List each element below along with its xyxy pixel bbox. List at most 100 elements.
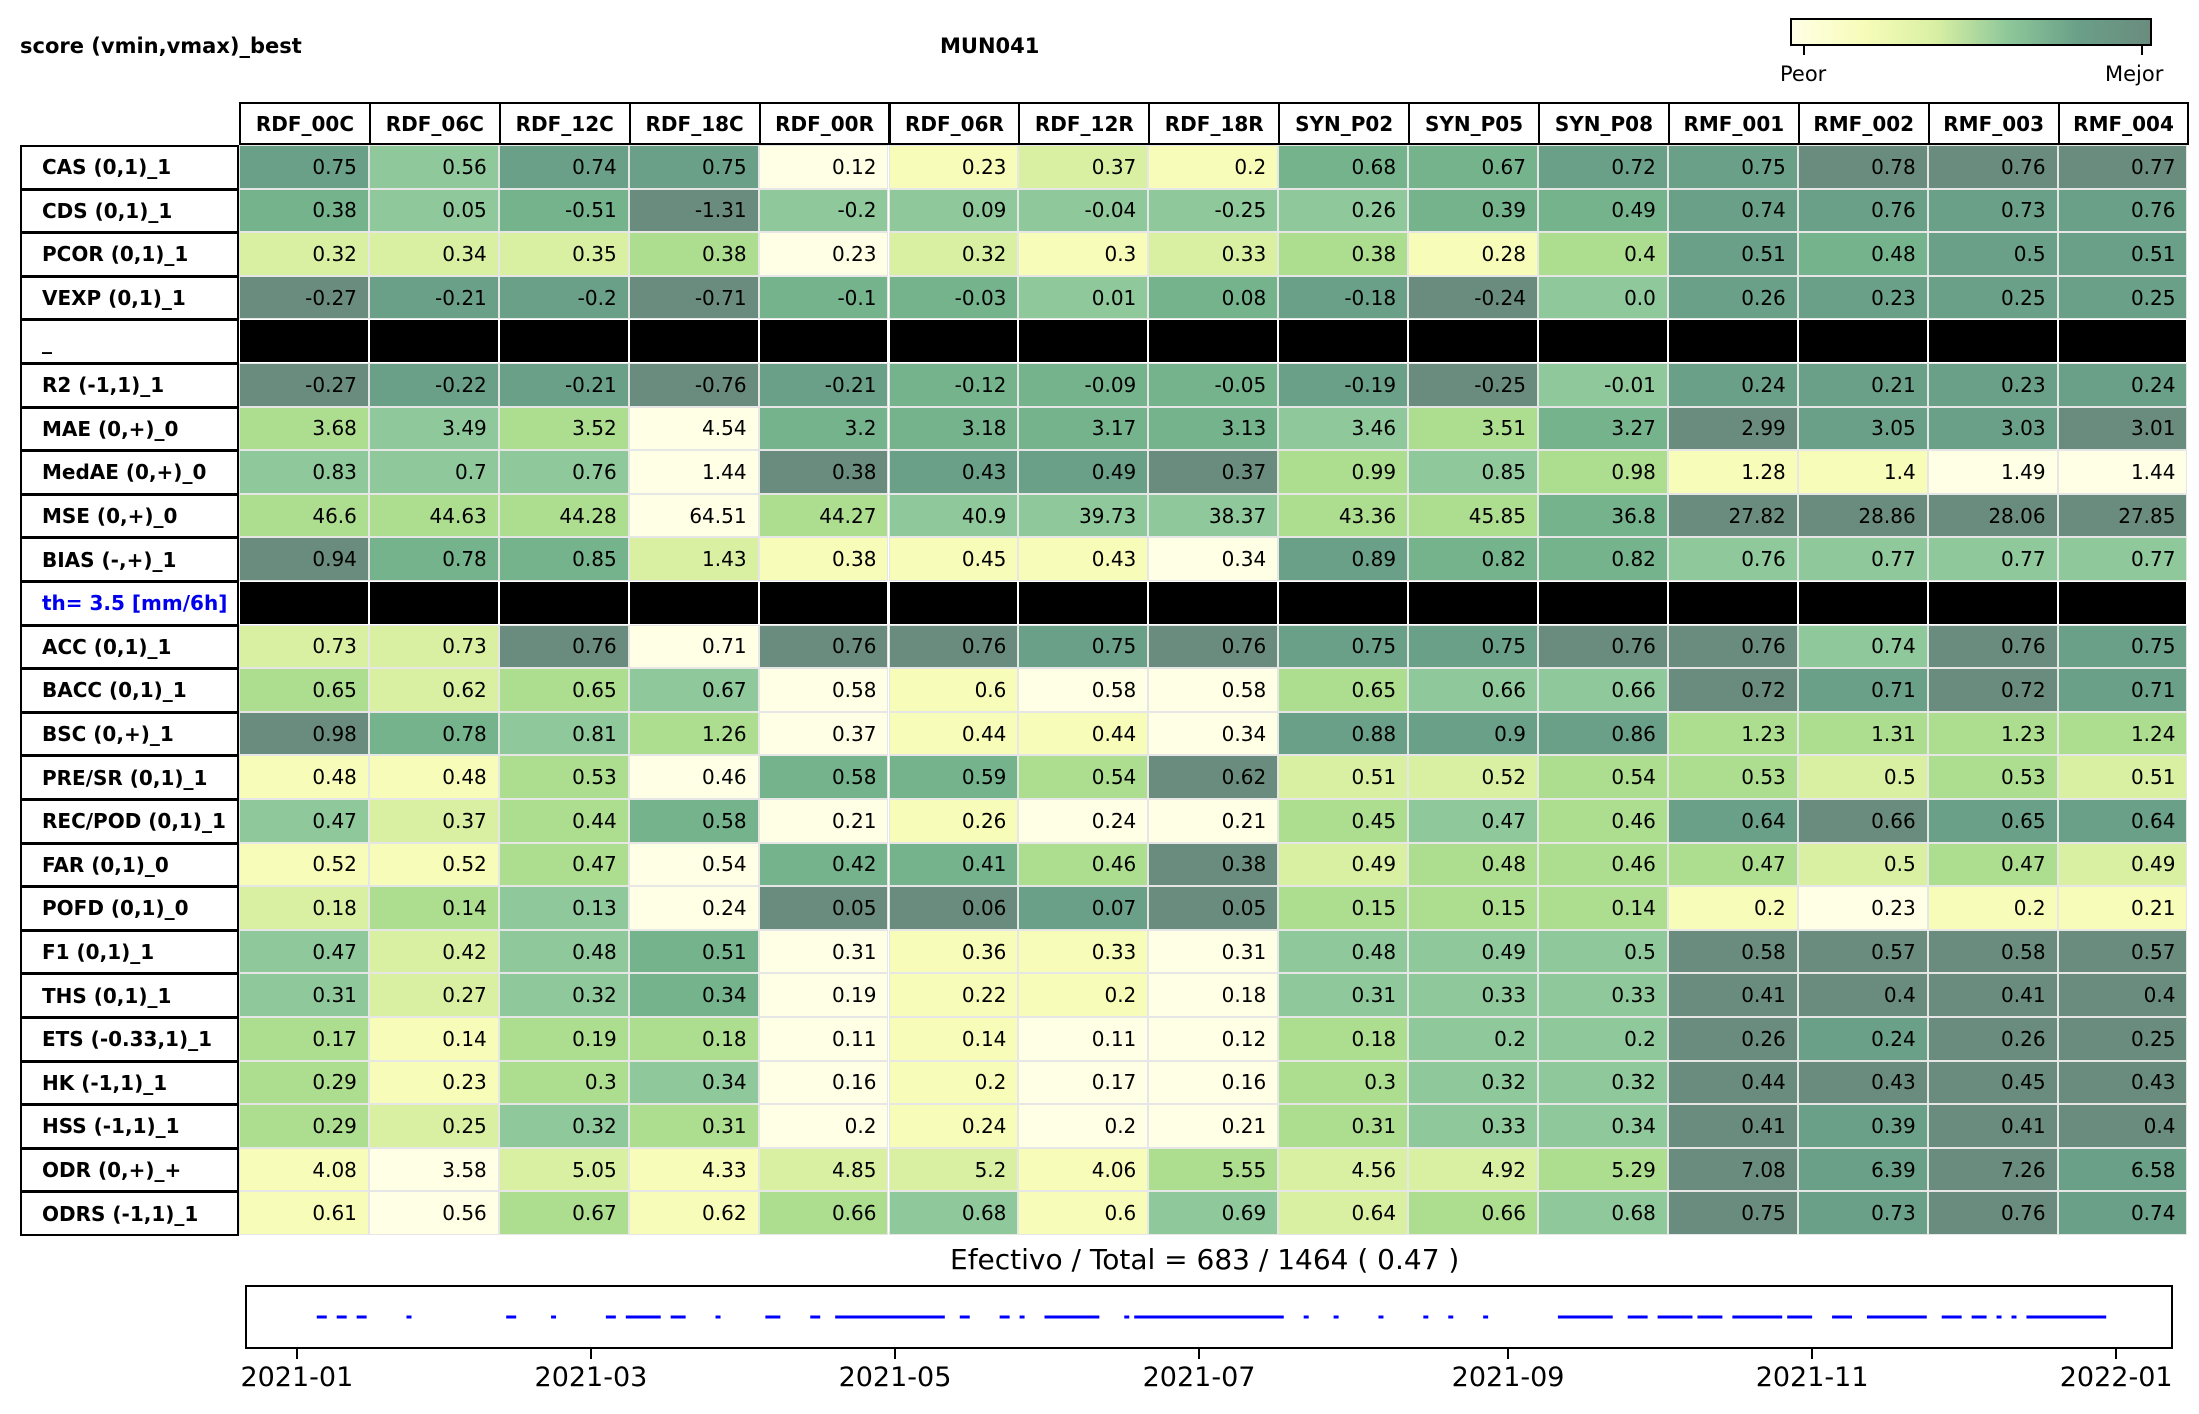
heatmap-cell: 0.44 [888, 711, 1019, 756]
heatmap-cell: 0.46 [1538, 799, 1668, 843]
heatmap-cell: 0.5 [1927, 232, 2058, 276]
heatmap-cell: 0.66 [1538, 668, 1668, 712]
heatmap-cell: 0.34 [1148, 711, 1279, 756]
heatmap-cell: 0.47 [498, 842, 629, 887]
heatmap-cell: 0.41 [1667, 973, 1798, 1017]
heatmap-cell: 0.76 [498, 450, 629, 494]
heatmap-cell: 0.11 [1018, 1017, 1149, 1061]
timeline-tick-label: 2021-07 [1142, 1362, 1256, 1393]
colorbar-tick-max [2141, 46, 2143, 55]
timeline-tick-label: 2021-09 [1451, 1362, 1565, 1393]
heatmap-cell: 0.44 [1018, 711, 1149, 756]
heatmap-cell: 1.44 [2057, 450, 2188, 494]
heatmap-cell: 0.6 [1018, 1191, 1149, 1235]
heatmap-cell: 0.54 [628, 842, 759, 887]
row-label: BACC (0,1)_1 [20, 668, 239, 713]
heatmap-cell: 7.26 [1927, 1147, 2058, 1192]
heatmap-cell: 0.77 [1927, 537, 2058, 581]
heatmap-cell: 0.37 [1148, 450, 1279, 494]
heatmap-cell: 0.08 [1148, 275, 1279, 320]
heatmap-cell: 44.63 [368, 493, 499, 538]
heatmap-cell: -0.71 [628, 275, 759, 320]
column-header: RDF_06C [368, 102, 501, 145]
heatmap-cell: 0.71 [1797, 668, 1928, 712]
column-header: RDF_12R [1018, 102, 1151, 145]
heatmap-cell: 0.32 [1408, 1060, 1538, 1105]
row-label: MedAE (0,+)_0 [20, 450, 239, 495]
heatmap-cell: 27.82 [1667, 493, 1798, 538]
heatmap-cell: 0.4 [2057, 1104, 2188, 1148]
heatmap-cell: 0.49 [1018, 450, 1149, 494]
heatmap-cell: 0.51 [1278, 755, 1409, 799]
heatmap-cell: 0.57 [2057, 929, 2188, 974]
heatmap-cell: 0.07 [1018, 886, 1149, 930]
separator-cell [628, 319, 759, 363]
heatmap-cell: 0.73 [1797, 1191, 1928, 1235]
heatmap-cell: 0.23 [888, 145, 1019, 189]
heatmap-cell: 7.08 [1667, 1147, 1798, 1192]
heatmap-cell: -0.04 [1018, 188, 1149, 233]
heatmap-cell: 0.26 [1667, 1017, 1798, 1061]
heatmap-cell: 0.3 [1018, 232, 1149, 276]
heatmap-cell: -1.31 [628, 188, 759, 233]
heatmap-cell: 0.09 [888, 188, 1019, 233]
timeline-tick [2115, 1348, 2118, 1359]
heatmap-cell: 0.53 [1667, 755, 1798, 799]
heatmap-cell: 44.27 [758, 493, 889, 538]
heatmap-cell: 3.51 [1408, 406, 1538, 451]
heatmap-cell: 0.46 [628, 755, 759, 799]
heatmap-cell: 0.14 [368, 1017, 499, 1061]
heatmap-cell: 0.53 [1927, 755, 2058, 799]
heatmap-cell: 0.66 [758, 1191, 889, 1235]
heatmap-cell: 0.58 [758, 755, 889, 799]
heatmap-cell: 0.73 [239, 624, 369, 669]
separator-cell [1018, 319, 1149, 363]
separator-cell [1408, 319, 1538, 363]
heatmap-cell: 0.52 [1408, 755, 1538, 799]
heatmap-cell: 3.03 [1927, 406, 2058, 451]
heatmap-cell: 0.27 [368, 973, 499, 1017]
heatmap-cell: 3.58 [368, 1147, 499, 1192]
heatmap-cell: 40.9 [888, 493, 1019, 538]
heatmap-cell: 0.47 [1927, 842, 2058, 887]
heatmap-cell: 0.31 [1278, 1104, 1409, 1148]
heatmap-cell: 4.56 [1278, 1147, 1409, 1192]
heatmap-cell: 0.77 [1797, 537, 1928, 581]
heatmap-cell: 0.2 [1018, 973, 1149, 1017]
heatmap-cell: 0.31 [1148, 929, 1279, 974]
separator-cell [1148, 581, 1279, 625]
heatmap-cell: 0.34 [1538, 1104, 1668, 1148]
column-header: RMF_001 [1667, 102, 1800, 145]
column-header: RMF_004 [2057, 102, 2190, 145]
heatmap-cell: 0.18 [239, 886, 369, 930]
heatmap-cell: 0.76 [1927, 624, 2058, 669]
heatmap-cell: 0.5 [1797, 755, 1928, 799]
heatmap-cell: 0.56 [368, 1191, 499, 1235]
heatmap-cell: 0.43 [1797, 1060, 1928, 1105]
separator-cell [758, 581, 889, 625]
separator-row-label: _ [20, 319, 239, 364]
heatmap-cell: 0.24 [1667, 363, 1798, 407]
heatmap-cell: 0.76 [1797, 188, 1928, 233]
timeline-frame [245, 1285, 2173, 1349]
heatmap-cell: 0.54 [1018, 755, 1149, 799]
heatmap-cell: 0.14 [888, 1017, 1019, 1061]
heatmap-cell: 0.65 [1278, 668, 1409, 712]
heatmap-cell: 0.74 [498, 145, 629, 189]
heatmap-cell: 0.75 [1667, 1191, 1798, 1235]
heatmap-cell: 0.65 [239, 668, 369, 712]
heatmap-cell: 0.64 [1667, 799, 1798, 843]
heatmap-cell: 0.6 [888, 668, 1019, 712]
summary-text: Efectivo / Total = 683 / 1464 ( 0.47 ) [950, 1243, 1460, 1276]
heatmap-cell: 0.19 [498, 1017, 629, 1061]
heatmap-cell: 0.51 [2057, 755, 2188, 799]
heatmap-cell: 4.06 [1018, 1147, 1149, 1192]
heatmap-cell: 0.11 [758, 1017, 889, 1061]
heatmap-cell: 0.74 [1797, 624, 1928, 669]
heatmap-cell: 1.44 [628, 450, 759, 494]
heatmap-cell: 0.34 [628, 1060, 759, 1105]
heatmap-cell: 0.98 [1538, 450, 1668, 494]
heatmap-cell: 0.47 [1667, 842, 1798, 887]
heatmap-cell: -0.76 [628, 363, 759, 407]
column-header: RDF_00C [239, 102, 371, 145]
